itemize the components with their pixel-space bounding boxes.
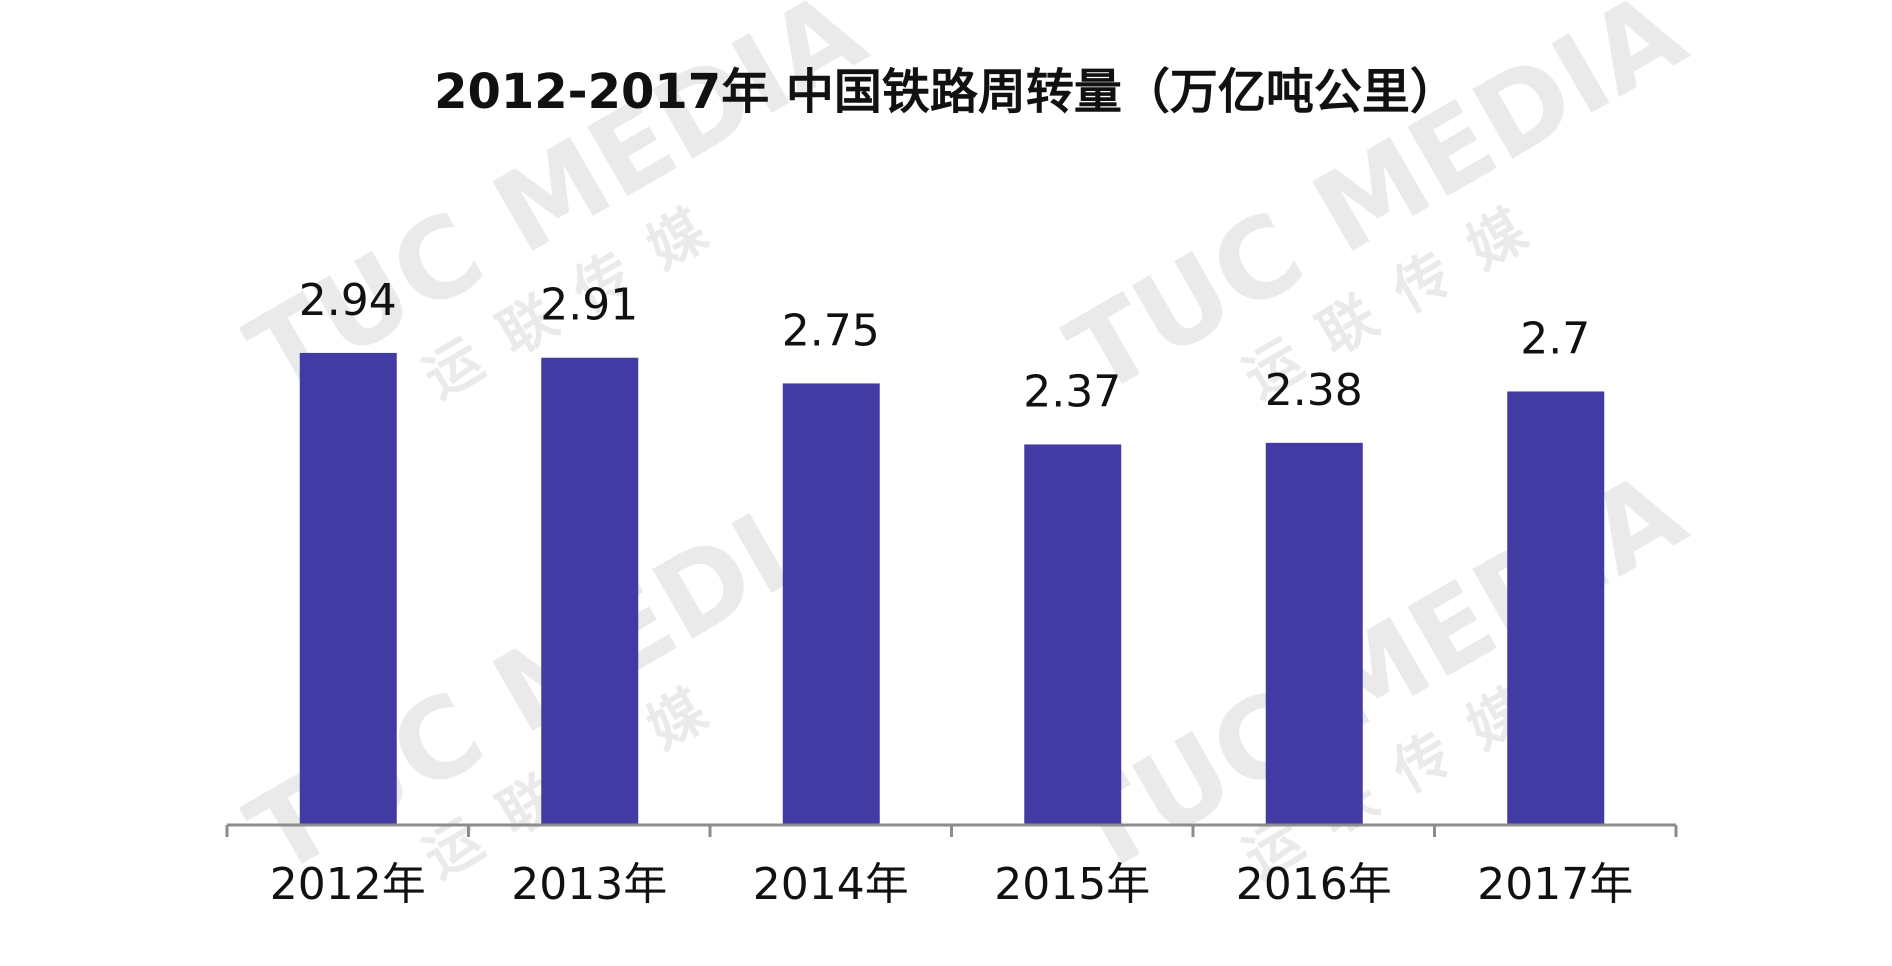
watermark-brand: TUC MEDIA bbox=[1047, 447, 1705, 901]
x-tick-label: 2017年 bbox=[1477, 859, 1633, 910]
data-label: 2.91 bbox=[540, 280, 638, 331]
data-label: 2.75 bbox=[782, 305, 880, 356]
x-tick-label: 2012年 bbox=[270, 859, 426, 910]
bar bbox=[541, 357, 639, 825]
chart-title: 2012-2017年 中国铁路周转量（万亿吨公里） bbox=[434, 64, 1458, 120]
data-label: 2.38 bbox=[1265, 365, 1363, 416]
bar bbox=[782, 383, 880, 825]
watermark-brand: TUC MEDIA bbox=[1047, 0, 1705, 420]
data-label: 2.37 bbox=[1023, 366, 1121, 417]
bar bbox=[299, 352, 397, 825]
x-tick-label: 2013年 bbox=[511, 859, 667, 910]
x-tick-label: 2016年 bbox=[1236, 859, 1392, 910]
x-tick-label: 2015年 bbox=[994, 859, 1150, 910]
data-label: 2.94 bbox=[299, 275, 397, 326]
bar bbox=[1265, 442, 1363, 825]
data-label: 2.7 bbox=[1520, 313, 1590, 364]
bar bbox=[1507, 391, 1605, 825]
bar bbox=[1024, 444, 1122, 825]
x-tick-label: 2014年 bbox=[753, 859, 909, 910]
